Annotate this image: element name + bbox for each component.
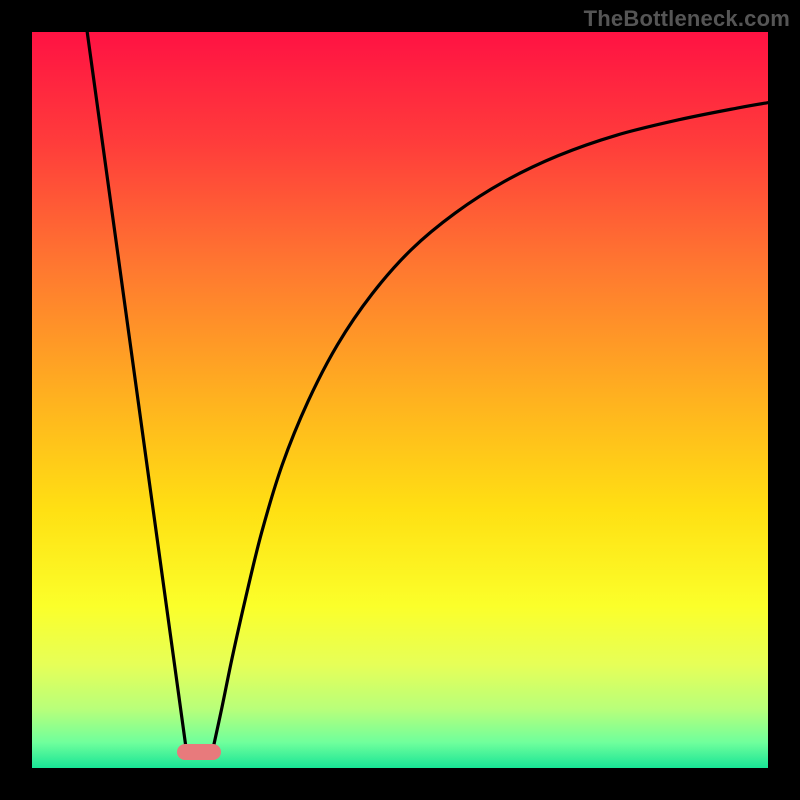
- valley-marker: [177, 744, 221, 760]
- watermark-text: TheBottleneck.com: [584, 6, 790, 32]
- chart-frame: TheBottleneck.com: [0, 0, 800, 800]
- plot-svg: [32, 32, 768, 768]
- gradient-background: [32, 32, 768, 768]
